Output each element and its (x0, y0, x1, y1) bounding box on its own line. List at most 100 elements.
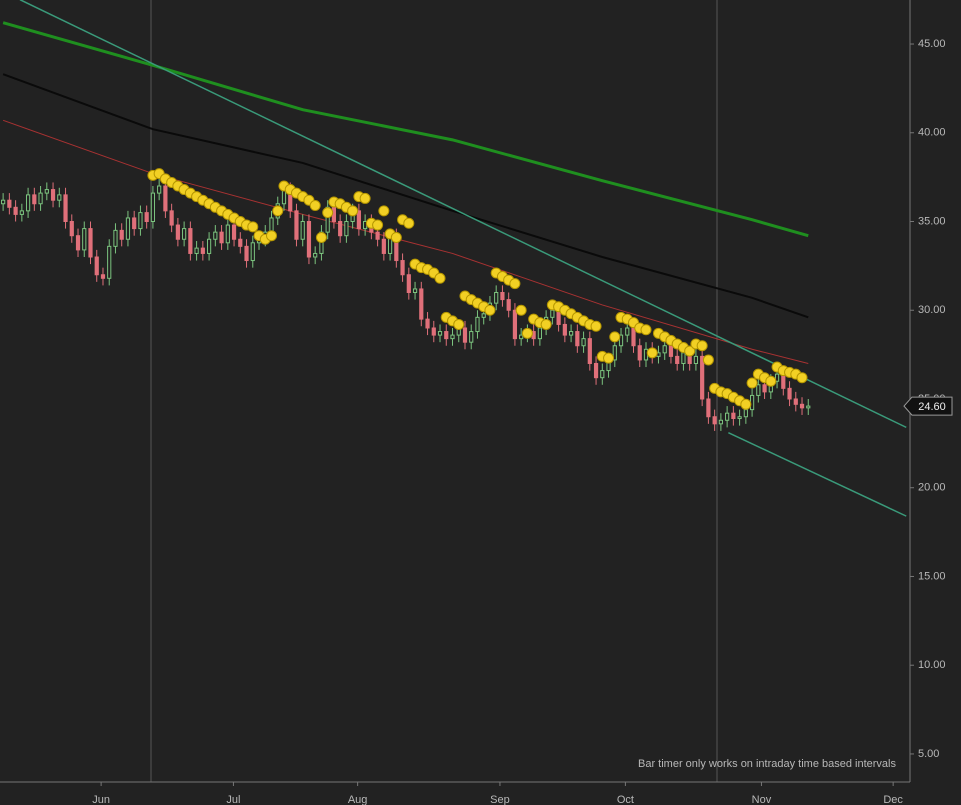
candle-body (668, 345, 674, 357)
candle-body (44, 189, 49, 194)
candle-body (712, 416, 717, 425)
candle-body (462, 327, 468, 343)
sar-dot (740, 398, 752, 410)
candle-body (7, 199, 12, 208)
x-tick-label: Sep (490, 794, 510, 805)
candle-body (38, 192, 43, 205)
sar-dot (746, 377, 758, 389)
candle-body (756, 384, 761, 396)
candle-body (799, 403, 805, 409)
sar-dot (372, 219, 384, 231)
candle-body (244, 245, 249, 262)
candle-body (537, 327, 542, 340)
candle-body (593, 362, 599, 379)
candle-body (269, 217, 274, 233)
sar-dot (640, 324, 652, 336)
candle-body (32, 194, 37, 205)
sar-dot (702, 354, 714, 366)
sar-dot (540, 318, 552, 330)
candle-body (356, 210, 361, 230)
candle-body (138, 212, 143, 230)
sar-dot (309, 200, 321, 212)
candle-body (119, 229, 124, 240)
candle-body (519, 334, 524, 340)
candle-body (281, 189, 287, 205)
candle-body (182, 228, 187, 240)
candle-body (175, 224, 180, 240)
last-price-tag (903, 396, 953, 416)
candle-body (381, 238, 386, 254)
candle-body (731, 412, 736, 420)
sar-dot (484, 304, 496, 316)
y-tick-label: 15.00 (918, 570, 946, 582)
candle-body (737, 416, 742, 420)
candle-body (75, 235, 81, 251)
x-tick-label: Nov (752, 794, 772, 805)
plot-area (1, 0, 907, 517)
sar-dot (603, 352, 615, 364)
candle-body (163, 185, 168, 212)
candle-body (294, 210, 299, 240)
x-tick-label: Jun (92, 794, 110, 805)
x-tick-label: Oct (617, 794, 634, 805)
candle-body (169, 210, 174, 226)
annotation: Bar timer only works on intraday time ba… (638, 758, 896, 770)
candle-body (69, 221, 74, 237)
candle-body (132, 217, 137, 230)
overlay-line (2, 73, 809, 319)
y-tick-label: 40.00 (918, 127, 946, 139)
candle-body (706, 398, 711, 418)
sar-dot (378, 205, 390, 217)
candle-body (506, 299, 511, 311)
candle-body (82, 228, 87, 251)
sar-dot (684, 345, 696, 357)
candle-body (188, 228, 193, 254)
y-tick-label: 45.00 (918, 38, 946, 50)
candle-body (144, 212, 149, 223)
candle-body (25, 194, 31, 212)
candle-body (675, 355, 680, 364)
sar-dot (765, 375, 777, 387)
candle-body (681, 352, 686, 364)
sar-dot (509, 278, 521, 290)
candle-body (50, 189, 56, 201)
sar-dot (347, 205, 359, 217)
candle-body (150, 192, 156, 223)
candle-body (406, 274, 411, 293)
candle-body (107, 245, 112, 279)
y-tick-label: 10.00 (918, 659, 946, 671)
candle-body (600, 370, 605, 379)
candle-body (781, 373, 786, 389)
candle-body (238, 238, 243, 247)
candle-body (344, 221, 349, 237)
candle-body (94, 256, 99, 276)
candle-body (19, 210, 24, 215)
sar-dot (515, 304, 527, 316)
candle-body (631, 327, 636, 347)
candle-body (512, 309, 518, 340)
sar-dot (453, 318, 465, 330)
overlay-line (2, 21, 809, 238)
candle-body (469, 331, 474, 343)
candle-body (612, 345, 617, 361)
sar-dot (696, 340, 708, 352)
candle-body (200, 247, 205, 254)
candle-body (300, 221, 305, 240)
last-price-label: 24.60 (918, 401, 946, 413)
sar-dot (315, 231, 327, 243)
y-tick-label: 35.00 (918, 215, 946, 227)
overlay-line (728, 432, 907, 517)
candle-body (550, 309, 555, 318)
candle-body (562, 323, 567, 336)
candle-body (575, 331, 580, 347)
candle-body (700, 355, 705, 400)
candle-body (213, 231, 218, 240)
candle-body (762, 384, 767, 393)
candle-body (431, 327, 436, 336)
x-tick-label: Dec (883, 794, 903, 805)
candle-body (718, 419, 723, 425)
candle-body (475, 316, 480, 333)
sar-dot (796, 372, 808, 384)
